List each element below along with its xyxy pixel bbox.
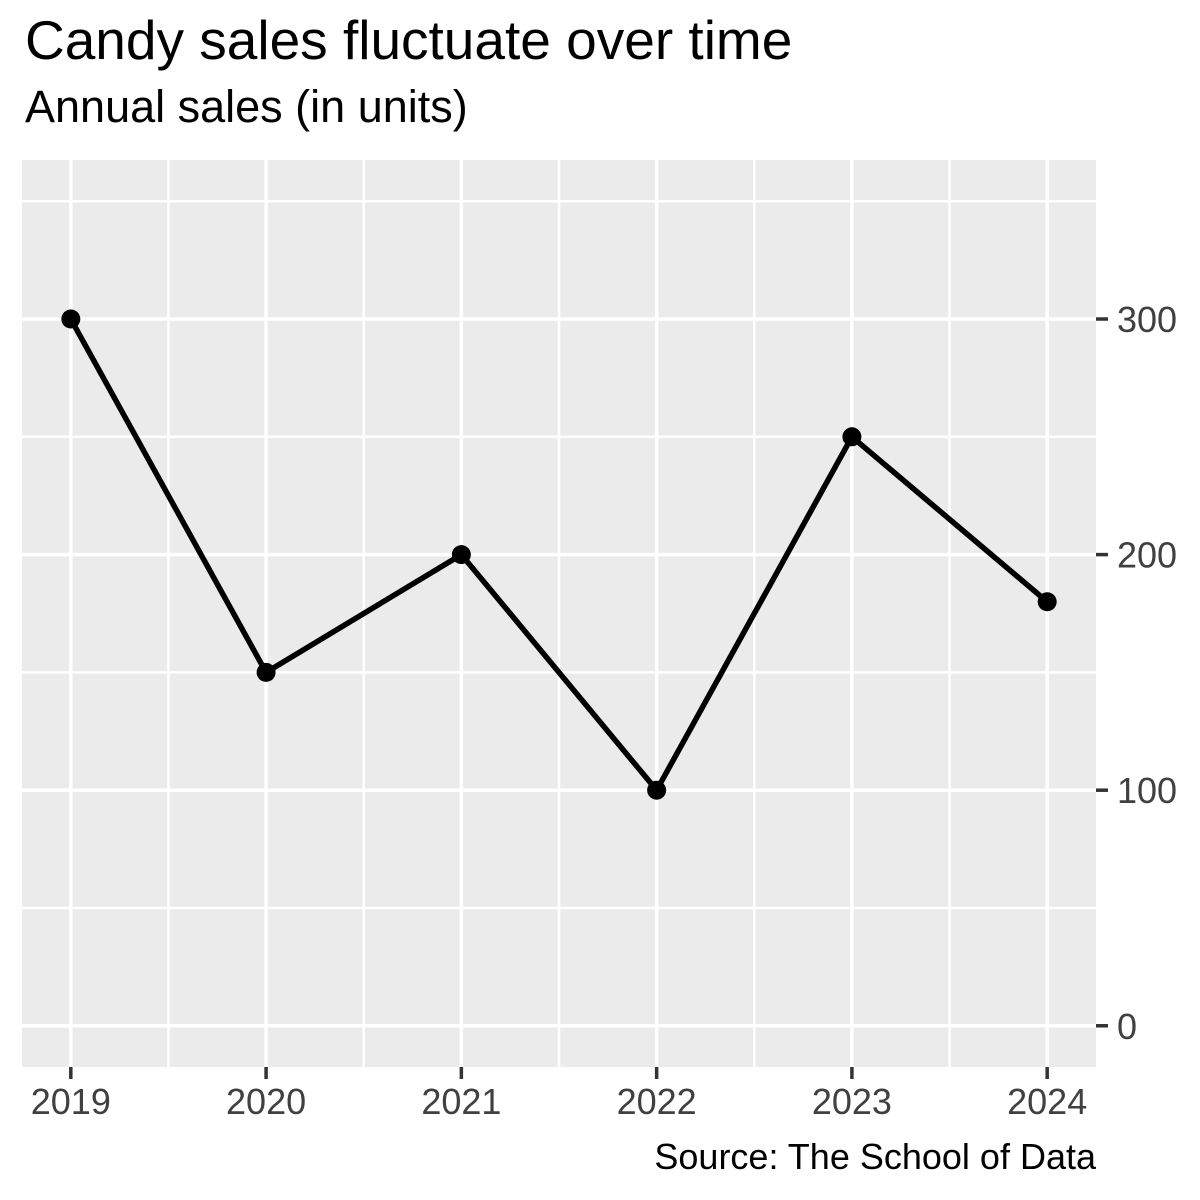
data-point <box>451 545 471 565</box>
series-line <box>68 317 1049 793</box>
y-tick-label: 300 <box>1117 299 1177 340</box>
data-point <box>1037 592 1057 612</box>
x-tick-label: 2019 <box>31 1081 111 1122</box>
y-tick-label: 100 <box>1117 770 1177 811</box>
source-caption: Source: The School of Data <box>654 1136 1096 1177</box>
x-tick-label: 2024 <box>1007 1081 1087 1122</box>
data-point <box>256 662 276 682</box>
x-tick-label: 2022 <box>617 1081 697 1122</box>
x-tick-label: 2023 <box>812 1081 892 1122</box>
chart-subtitle: Annual sales (in units) <box>25 81 468 132</box>
y-tick-label: 0 <box>1117 1006 1137 1047</box>
x-tick-label: 2020 <box>226 1081 306 1122</box>
data-point <box>842 427 862 447</box>
data-point <box>61 309 81 329</box>
data-point <box>647 780 667 800</box>
x-tick-label: 2021 <box>421 1081 501 1122</box>
y-tick-label: 200 <box>1117 535 1177 576</box>
chart-title: Candy sales fluctuate over time <box>25 9 793 71</box>
